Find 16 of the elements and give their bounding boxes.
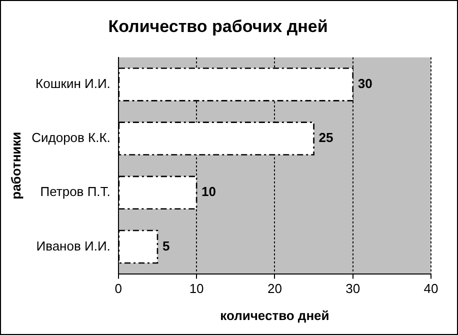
- data-label: 10: [202, 184, 216, 200]
- x-tick-label: 0: [114, 281, 122, 296]
- data-label: 5: [162, 238, 170, 254]
- x-tick-label: 10: [189, 281, 204, 296]
- x-tick-label: 30: [346, 281, 360, 296]
- data-label: 30: [358, 76, 372, 92]
- y-tick-label: Сидоров К.К.: [32, 130, 110, 146]
- y-axis-title: работники: [8, 132, 24, 200]
- x-tick-label: 20: [267, 281, 282, 296]
- chart-title: Количество рабочих дней: [108, 16, 328, 36]
- y-tick-label: Петров П.Т.: [40, 184, 110, 200]
- y-tick-label: Кошкин И.И.: [36, 76, 110, 92]
- x-axis-title: количество дней: [220, 308, 330, 323]
- x-tick-label: 40: [424, 281, 438, 296]
- data-label: 25: [318, 130, 334, 146]
- y-tick-label: Иванов И.И.: [36, 238, 110, 254]
